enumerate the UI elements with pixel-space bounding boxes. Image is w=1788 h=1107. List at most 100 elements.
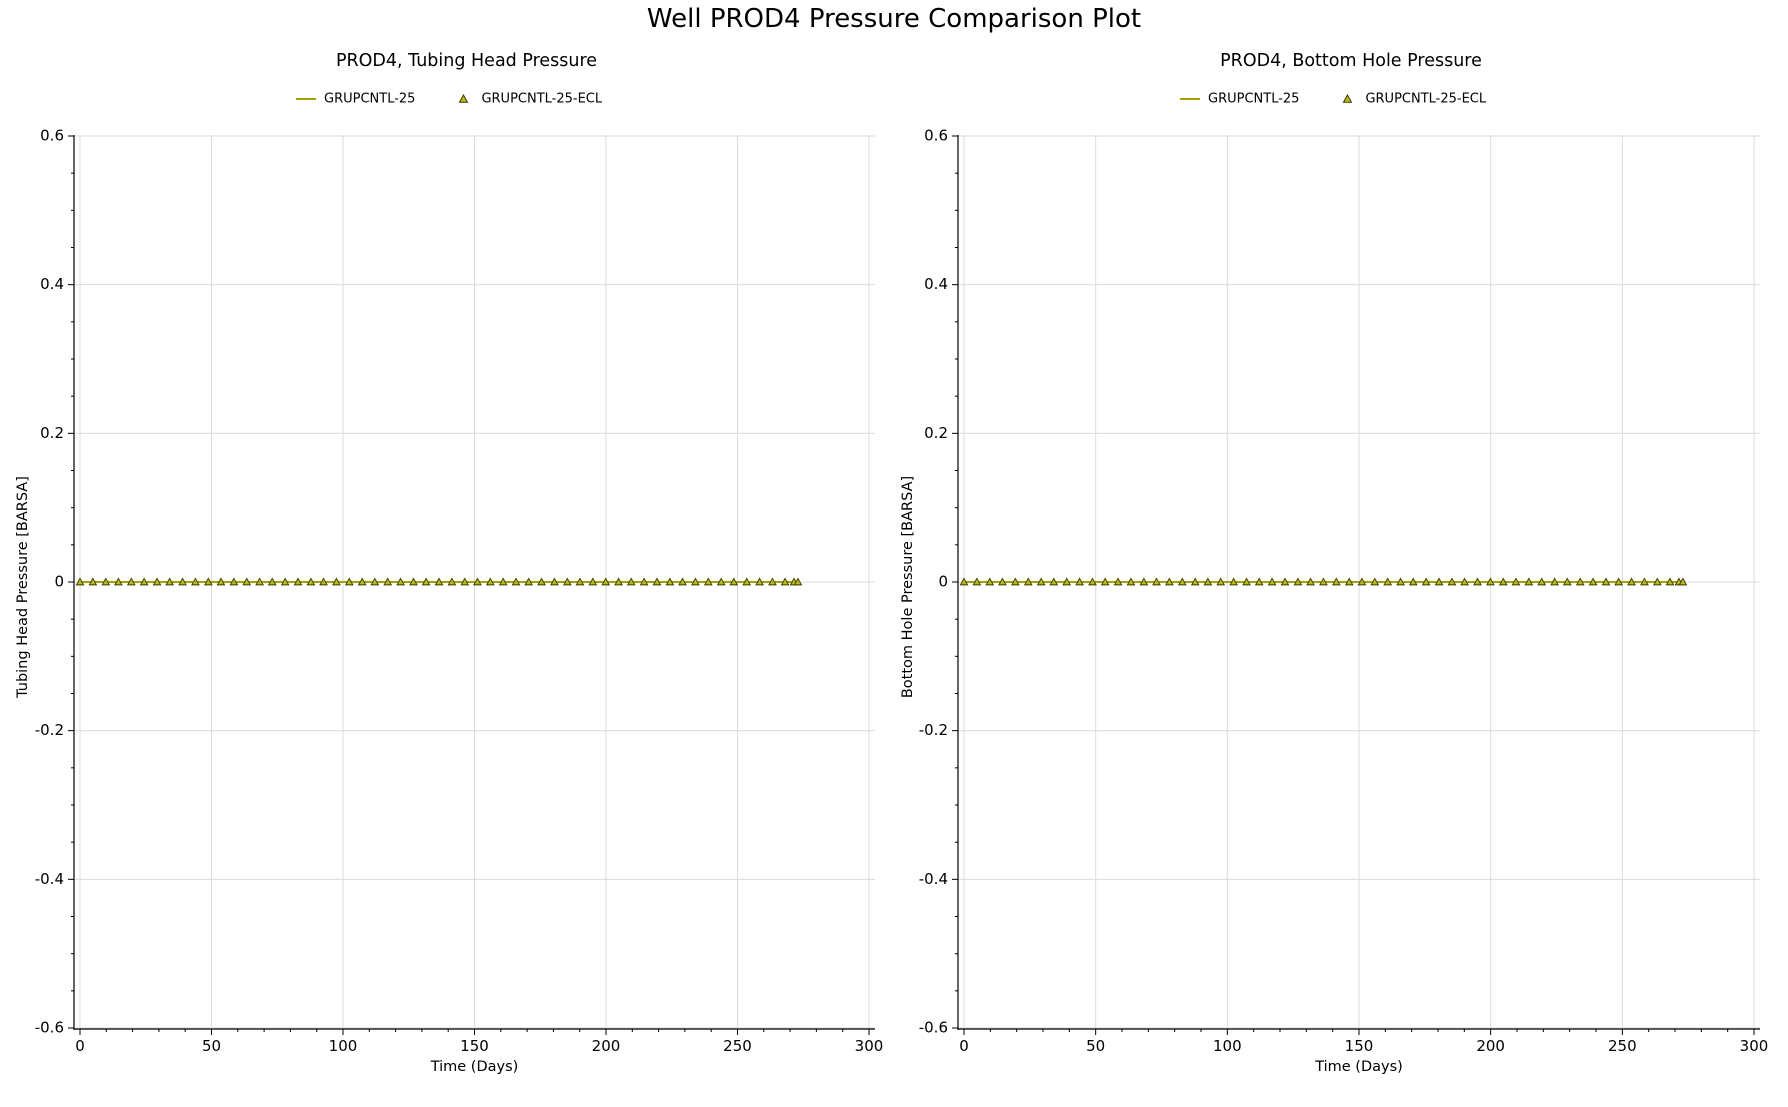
- panel-1-data-point: [280, 577, 290, 586]
- panel-2-data-point: [1601, 577, 1611, 586]
- panel-1-data-point: [665, 577, 675, 586]
- panel-1-x-tick-label: 150: [460, 1037, 489, 1055]
- panel-1-data-point: [485, 577, 495, 586]
- panel-1-data-point: [255, 577, 264, 586]
- panel-1-data-point: [575, 577, 585, 586]
- panel-2-x-tick-label: 200: [1476, 1037, 1505, 1055]
- panel-1-data-point: [498, 577, 508, 586]
- panel-1-data-point: [126, 577, 136, 586]
- panel-1-data-point: [768, 577, 777, 586]
- panel-1-data-point: [165, 577, 175, 586]
- panel-2-x-tick-label: 150: [1345, 1037, 1374, 1055]
- panel-1-data-point: [216, 577, 226, 586]
- panel-1-data-point: [742, 577, 752, 586]
- panel-2-data-point: [1357, 577, 1367, 586]
- panel-1-data-point: [178, 577, 187, 586]
- panel-1-data-point: [691, 577, 700, 586]
- panel-1-data-point: [703, 577, 713, 586]
- panel-2-data-point: [972, 577, 982, 586]
- panel-2-x-tick-label: 300: [1740, 1037, 1769, 1055]
- panel-2-data-point: [1216, 577, 1226, 586]
- figure-title: Well PROD4 Pressure Comparison Plot: [646, 4, 1142, 34]
- panel-2-x-tick-label: 50: [1086, 1037, 1105, 1055]
- panel-1-y-tick-label: 0.2: [40, 424, 64, 442]
- panel-1-data-point: [473, 577, 482, 586]
- panel-1-data-point: [242, 577, 252, 586]
- panel-1-data-point: [588, 577, 598, 586]
- panel-1-x-tick-label: 200: [592, 1037, 621, 1055]
- panel-1-data-point: [550, 577, 559, 586]
- panel-1-y-tick-label: 0: [54, 573, 64, 591]
- panel-2-data-point: [1652, 577, 1662, 586]
- panel-2-data-point: [1537, 577, 1547, 586]
- panel-2-data-point: [1524, 577, 1534, 586]
- panel-2-data-point: [1075, 577, 1084, 586]
- panel-2-data-point: [1575, 577, 1585, 586]
- panel-1-data-point: [421, 577, 431, 586]
- panel-2-data-point: [1010, 577, 1020, 586]
- panel-2-y-tick-label: -0.4: [919, 870, 948, 888]
- panel-2-data-point: [1473, 577, 1482, 586]
- panel-1-data-point: [716, 577, 726, 586]
- panel-2-x-tick-label: 250: [1608, 1037, 1637, 1055]
- panel-2-data-point: [985, 577, 995, 586]
- panel-1-data-point: [139, 577, 149, 586]
- panel-1-title: PROD4, Tubing Head Pressure: [336, 51, 597, 71]
- panel-2-x-tick-label: 0: [959, 1037, 969, 1055]
- panel-2-data-point: [1550, 577, 1560, 586]
- panel-2-data-point: [1383, 577, 1393, 586]
- panel-2-data-point: [1036, 577, 1046, 586]
- panel-1-data-point: [652, 577, 662, 586]
- panel-1-y-axis-label: Tubing Head Pressure [BARSA]: [15, 476, 31, 699]
- panel-1-data-point: [293, 577, 303, 586]
- panel-1-data-point: [229, 577, 239, 586]
- panel-1-data-point: [626, 577, 636, 586]
- panel-1-data-point: [114, 577, 123, 586]
- panel-2-data-point: [1049, 577, 1059, 586]
- panel-2-data-point: [1614, 577, 1624, 586]
- panel-1-y-tick-label: -0.2: [35, 721, 64, 739]
- panel-1-data-point: [562, 577, 572, 586]
- panel-1-data-point: [101, 577, 111, 586]
- panel-1-data-point: [396, 577, 405, 586]
- panel-1-x-tick-label: 250: [723, 1037, 752, 1055]
- panel-1-data-point: [409, 577, 418, 586]
- panel-1-data-point: [191, 577, 200, 586]
- panel-2-data-point: [1562, 577, 1572, 586]
- panel-2-data-point: [1498, 577, 1508, 586]
- panel-1-data-point: [614, 577, 623, 586]
- panel-1-data-point: [319, 577, 328, 586]
- panel-1-x-tick-label: 0: [75, 1037, 85, 1055]
- panel-2-data-point: [1447, 577, 1457, 586]
- panel-2-data-point: [1460, 577, 1469, 586]
- panel-2-data-point: [1511, 577, 1521, 586]
- panel-2-y-tick-label: 0.4: [924, 275, 948, 293]
- panel-1-data-point: [306, 577, 316, 586]
- panel-1-data-point: [447, 577, 457, 586]
- panel-2-data-point: [1370, 577, 1380, 586]
- panel-1-data-point: [601, 577, 611, 586]
- panel-1-legend-triangle-swatch: [458, 93, 469, 103]
- panel-1-data-point: [383, 577, 393, 586]
- panel-2-data-point: [1486, 577, 1495, 586]
- panel-2-data-point: [1640, 577, 1649, 586]
- panel-1-data-point: [434, 577, 444, 586]
- panel-2-data-point: [1396, 577, 1405, 586]
- panel-2-y-tick-label: 0: [938, 573, 948, 591]
- panel-2-y-tick-label: 0.2: [924, 424, 948, 442]
- panel-2-title: PROD4, Bottom Hole Pressure: [1220, 51, 1482, 71]
- panel-2-data-point: [1152, 577, 1161, 586]
- panel-2-y-tick-label: 0.6: [924, 127, 948, 145]
- panel-2-data-point: [1665, 577, 1675, 586]
- panel-2-data-point: [1113, 577, 1123, 586]
- panel-1-y-tick-label: 0.4: [40, 275, 64, 293]
- panel-1-data-point: [780, 577, 790, 586]
- panel-2-data-point: [1434, 577, 1444, 586]
- panel-2-y-tick-label: -0.6: [919, 1019, 948, 1037]
- panel-2-data-point: [1023, 577, 1033, 586]
- panel-2-data-point: [959, 577, 969, 586]
- panel-1-data-point: [511, 577, 521, 586]
- panel-1-y-tick-label: -0.4: [35, 870, 64, 888]
- panel-1-x-tick-label: 300: [855, 1037, 884, 1055]
